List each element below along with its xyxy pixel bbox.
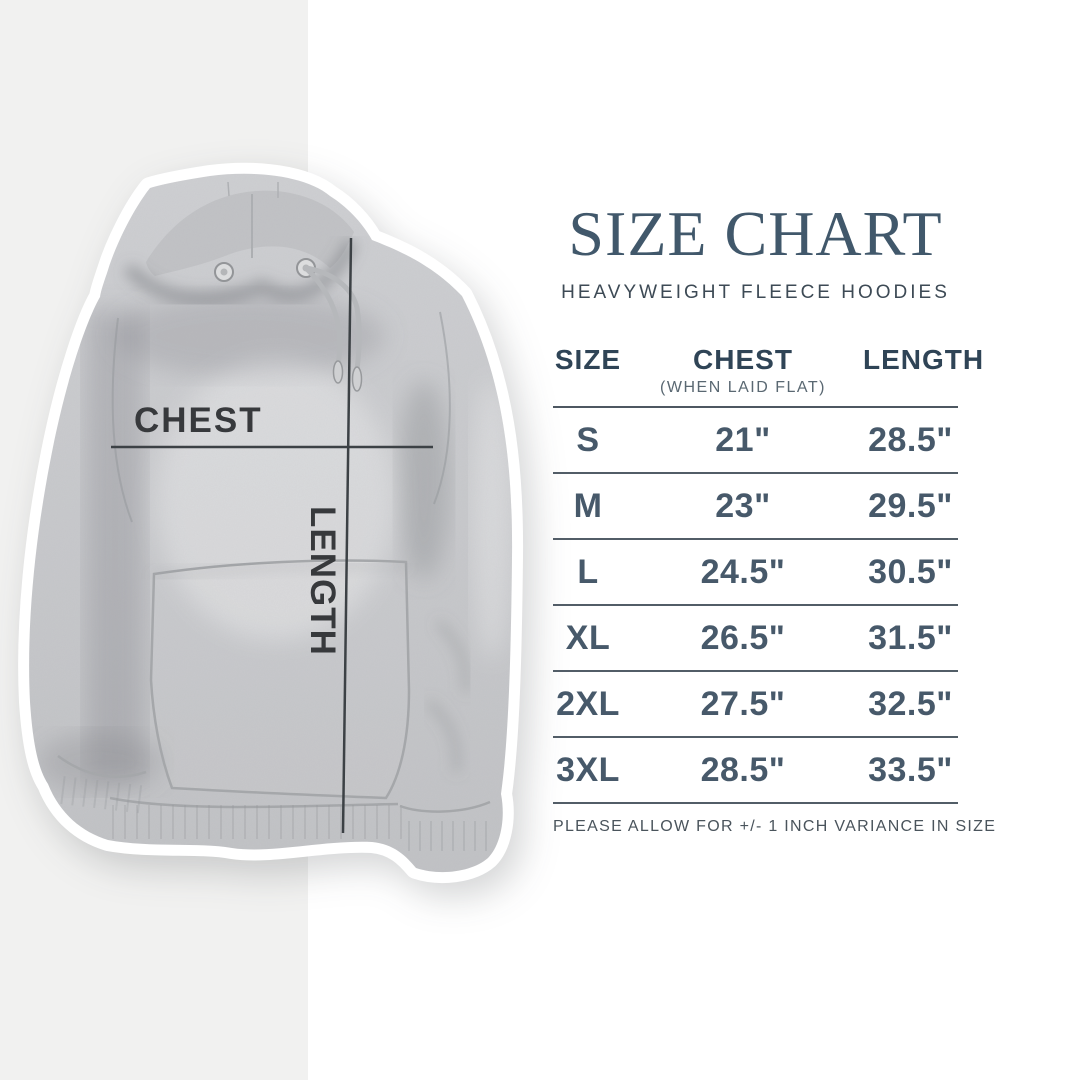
cell-size: L — [577, 552, 599, 591]
size-chart-panel: SIZE CHART HEAVYWEIGHT FLEECE HOODIES SI… — [553, 0, 997, 837]
cell-size: 2XL — [556, 684, 620, 723]
cell-chest: 27.5" — [700, 684, 786, 723]
page-title: SIZE CHART — [568, 198, 943, 269]
cell-chest: 24.5" — [700, 552, 786, 591]
hoodie-illustration: CHEST LENGTH — [29, 173, 513, 873]
cell-size: M — [573, 486, 603, 525]
cell-chest: 21" — [715, 420, 771, 459]
size-table: SIZE CHEST (WHEN LAID FLAT) LENGTH S 21"… — [553, 344, 985, 805]
cell-size: XL — [565, 618, 611, 657]
length-label: LENGTH — [303, 506, 342, 656]
cell-length: 28.5" — [868, 420, 953, 459]
cell-chest: 28.5" — [700, 750, 786, 789]
header-size: SIZE — [554, 344, 622, 375]
cell-size: S — [576, 420, 600, 459]
header-length: LENGTH — [863, 344, 985, 375]
cell-length: 30.5" — [868, 552, 953, 591]
table-row: S 21" 28.5" — [553, 408, 958, 475]
variance-note: PLEASE ALLOW FOR +/- 1 INCH VARIANCE IN … — [553, 818, 997, 836]
drawstrings — [214, 258, 363, 392]
table-row: 2XL 27.5" 32.5" — [553, 672, 958, 739]
hoodie-photo: CHEST LENGTH — [29, 173, 513, 873]
table-header-row: SIZE CHEST (WHEN LAID FLAT) LENGTH — [553, 344, 985, 409]
cell-length: 29.5" — [868, 486, 953, 525]
cell-length: 32.5" — [868, 684, 953, 723]
cell-chest: 23" — [715, 486, 771, 525]
cell-length: 31.5" — [868, 618, 953, 657]
header-chest-note: (WHEN LAID FLAT) — [660, 379, 826, 396]
table-row: M 23" 29.5" — [553, 474, 958, 541]
table-row: L 24.5" 30.5" — [553, 540, 958, 607]
header-chest: CHEST — [693, 344, 793, 375]
table-row: XL 26.5" 31.5" — [553, 606, 958, 673]
length-measure-line — [341, 237, 353, 834]
subtitle: HEAVYWEIGHT FLEECE HOODIES — [561, 282, 950, 303]
cell-size: 3XL — [556, 750, 620, 789]
chest-label: CHEST — [134, 401, 263, 440]
cell-chest: 26.5" — [700, 618, 786, 657]
cell-length: 33.5" — [868, 750, 953, 789]
table-row: 3XL 28.5" 33.5" — [553, 738, 958, 805]
